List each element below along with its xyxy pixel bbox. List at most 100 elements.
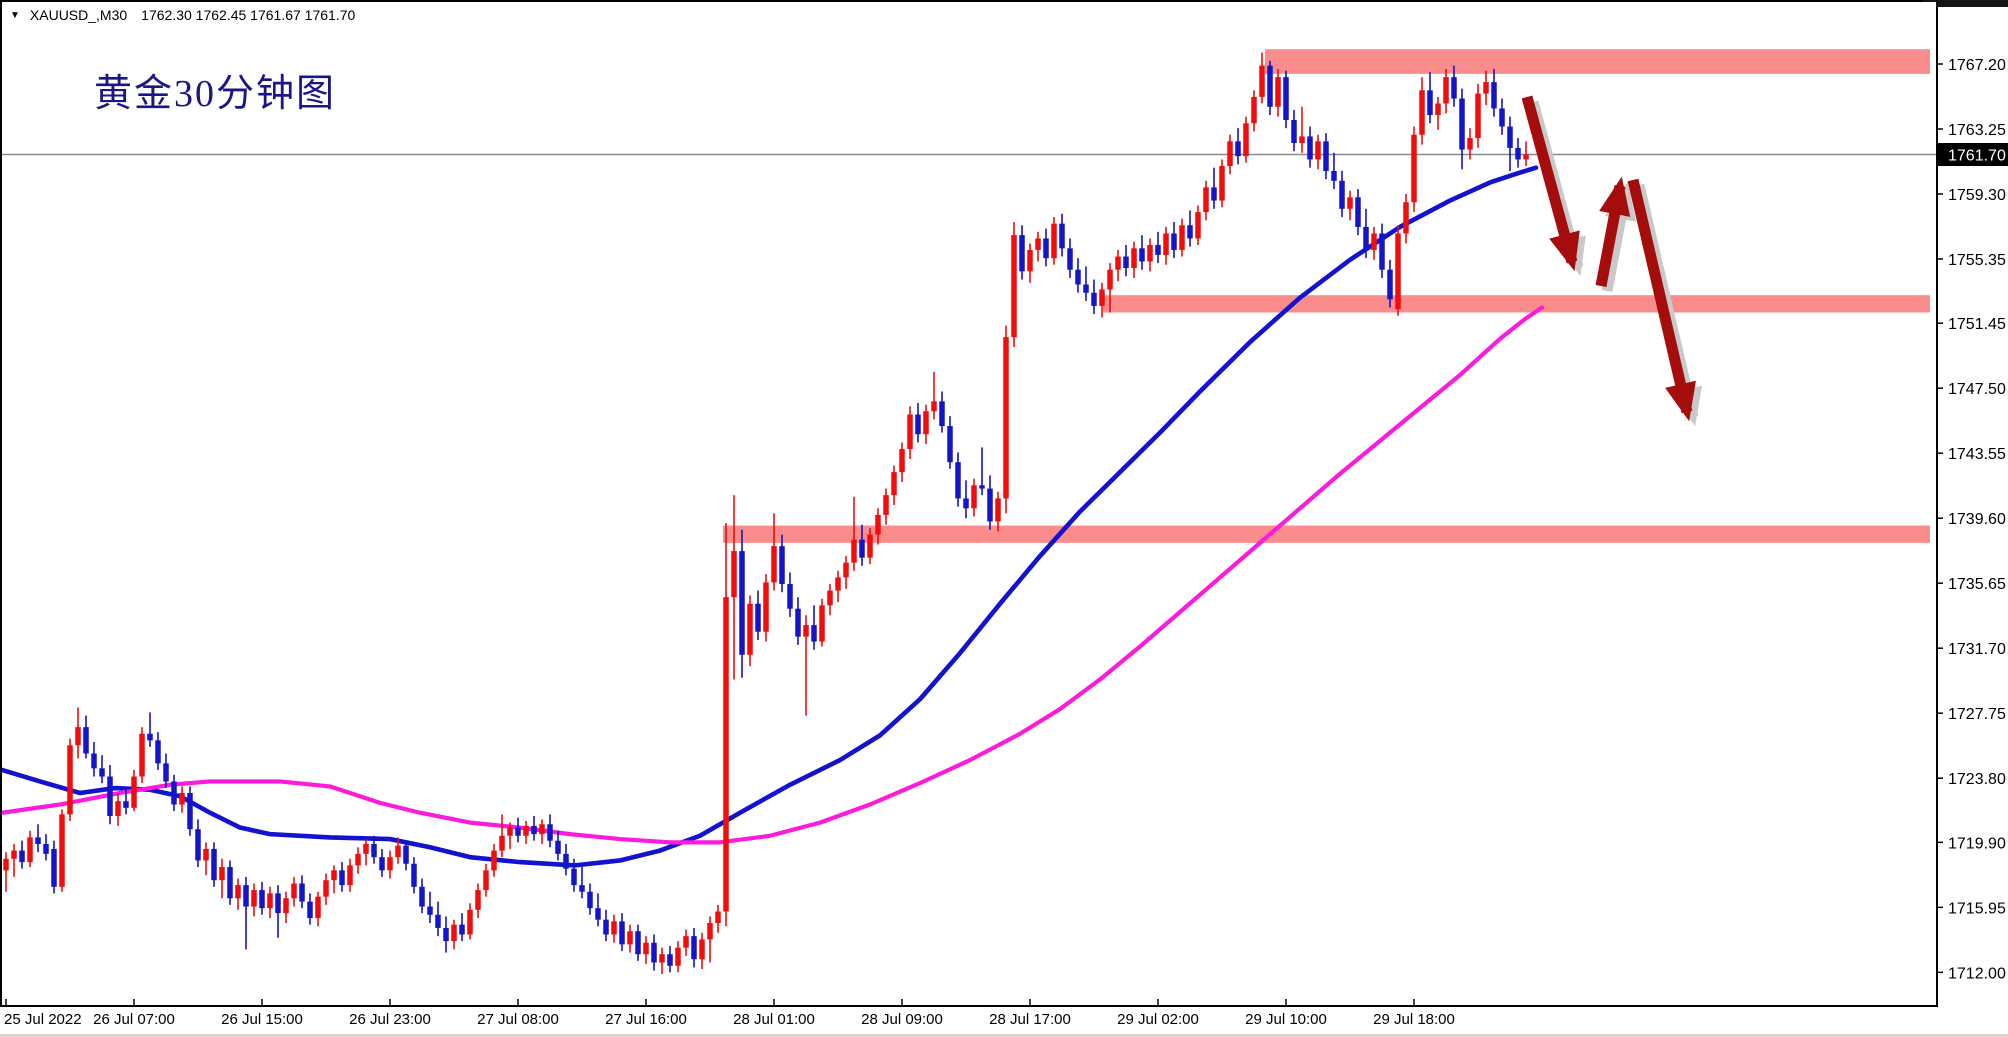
candle-body xyxy=(907,414,913,450)
zone-band-resistance-upper xyxy=(1265,49,1930,74)
symbol-dropdown-icon[interactable]: ▼ xyxy=(10,9,20,21)
candle-body xyxy=(363,844,369,854)
candle-body xyxy=(1131,248,1137,269)
candle-body xyxy=(291,883,297,899)
candle-body xyxy=(1155,245,1161,255)
zone-band-support-mid xyxy=(1103,295,1930,313)
candle-body xyxy=(579,885,585,892)
candle-body xyxy=(1347,197,1353,209)
candle-body xyxy=(1395,233,1401,310)
candle-body xyxy=(1275,77,1281,107)
time-tick-label: 27 Jul 08:00 xyxy=(477,1011,559,1028)
candle-body xyxy=(91,753,97,769)
candle-body xyxy=(1115,256,1121,270)
candle-body xyxy=(1283,77,1289,120)
price-tick-label: 1715.95 xyxy=(1948,900,2006,917)
price-tick-label: 1739.60 xyxy=(1948,511,2006,528)
candle-body xyxy=(923,411,929,435)
candle-body xyxy=(515,827,521,836)
candle-body xyxy=(715,911,721,923)
trend-arrow xyxy=(1521,95,1580,272)
candle-body xyxy=(203,848,209,861)
time-tick-label: 26 Jul 23:00 xyxy=(349,1011,431,1028)
candle-body xyxy=(971,485,977,509)
candle-body xyxy=(491,850,497,871)
candle-body xyxy=(611,921,617,935)
candle-body xyxy=(1227,141,1233,167)
candle-body xyxy=(1515,147,1521,160)
candle-body xyxy=(459,924,465,935)
candle-body xyxy=(899,449,905,473)
candle-body xyxy=(1123,256,1129,269)
candle-body xyxy=(651,942,657,963)
candle-body xyxy=(843,562,849,578)
candle-body xyxy=(171,781,177,805)
candle-body xyxy=(1211,187,1217,201)
candle-body xyxy=(1003,337,1009,499)
candle-body xyxy=(947,426,953,463)
candle-body xyxy=(547,824,553,841)
candle-body xyxy=(299,883,305,902)
candle-body xyxy=(1203,187,1209,213)
symbol-info-bar: ▼ XAUUSD_,M30 1762.30 1762.45 1761.67 17… xyxy=(2,2,1936,28)
time-tick-label: 26 Jul 15:00 xyxy=(221,1011,303,1028)
candle-body xyxy=(403,845,409,864)
candle-body xyxy=(1083,284,1089,293)
price-tick-label: 1755.35 xyxy=(1948,252,2006,269)
candle-body xyxy=(379,857,385,871)
price-axis: 1767.20 1763.25 1759.30 1755.35 1751.45 1747.… xyxy=(1936,57,2006,982)
candle-body xyxy=(787,584,793,609)
horizontal-scrollbar-thumb[interactable] xyxy=(1923,0,2008,7)
candle-body xyxy=(1219,166,1225,201)
candle-body xyxy=(107,776,113,817)
candle-body xyxy=(1251,96,1257,124)
candle-body xyxy=(835,577,841,591)
trend-arrow xyxy=(1595,176,1631,288)
candle-body xyxy=(1523,154,1529,160)
candle-body xyxy=(139,733,145,777)
candle-body xyxy=(803,625,809,637)
candle-body xyxy=(347,865,353,886)
candle-body xyxy=(867,534,873,558)
price-tick-label: 1735.65 xyxy=(1948,576,2006,593)
candle-body xyxy=(763,582,769,632)
candle-body xyxy=(795,608,801,637)
candle-body xyxy=(1259,65,1265,97)
candle-body xyxy=(595,908,601,920)
candle-body xyxy=(411,863,417,887)
price-tick-label: 1727.75 xyxy=(1948,706,2006,723)
candle-body xyxy=(659,954,665,963)
last-price-text: 1761.70 xyxy=(1948,148,2006,165)
candle-body xyxy=(667,954,673,966)
candle-body xyxy=(1491,82,1497,109)
time-axis: 25 Jul 2022 26 Jul 07:00 26 Jul 15:00 26 Ju… xyxy=(4,999,1455,1028)
candle-body xyxy=(483,870,489,891)
candle-body xyxy=(307,901,313,919)
candle-body xyxy=(571,868,577,886)
candle-body xyxy=(619,921,625,945)
candle-body xyxy=(99,768,105,777)
candle-body xyxy=(699,939,705,960)
candle-body xyxy=(1387,269,1393,300)
time-tick-label: 28 Jul 09:00 xyxy=(861,1011,943,1028)
candle-body xyxy=(683,936,689,948)
price-tick-label: 1723.80 xyxy=(1948,771,2006,788)
candle-body xyxy=(827,590,833,606)
candle-body xyxy=(531,825,537,835)
price-tick-label: 1743.55 xyxy=(1948,446,2006,463)
candle-body xyxy=(131,776,137,808)
candle-body xyxy=(691,936,697,960)
candle-body xyxy=(323,880,329,897)
candle-body xyxy=(419,886,425,907)
candle-body xyxy=(83,727,89,754)
candle-body xyxy=(1459,98,1465,150)
candle-body xyxy=(1355,197,1361,227)
candle-body xyxy=(643,942,649,955)
candle-body xyxy=(251,890,257,907)
candle-body xyxy=(467,909,473,935)
candle-body xyxy=(995,498,1001,522)
candle-body xyxy=(387,857,393,871)
candle-body xyxy=(147,733,153,741)
